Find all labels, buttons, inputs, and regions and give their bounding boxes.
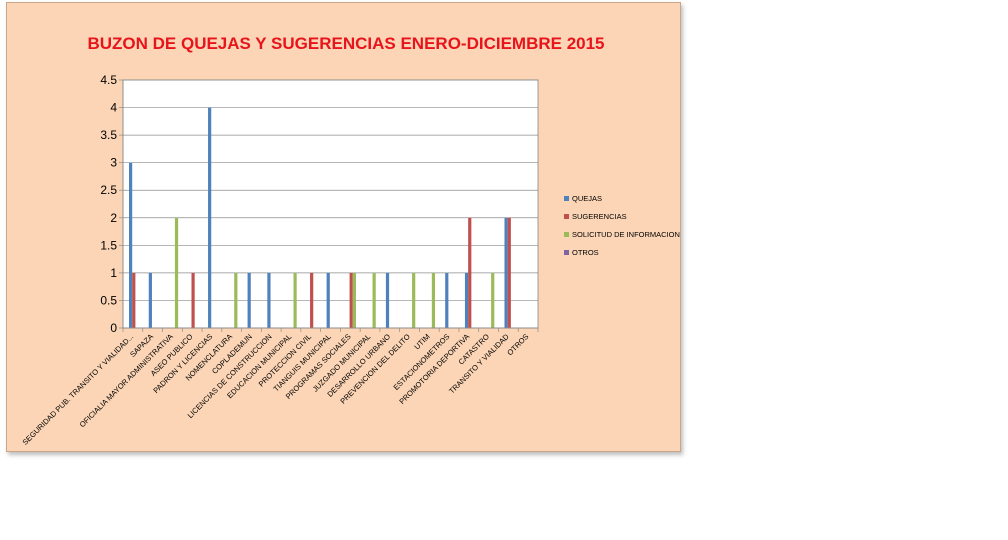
bar-sugerencias: [191, 272, 195, 328]
y-tick-label: 1: [110, 266, 117, 280]
bar-quejas: [385, 272, 390, 328]
y-tick-label: 1.5: [100, 238, 117, 252]
legend: QUEJAS SUGERENCIAS SOLICITUD DE INFORMACIO…: [564, 194, 680, 257]
bar-quejas: [208, 107, 212, 328]
y-tick-label: 3: [110, 156, 117, 170]
chart-svg: BUZON DE QUEJAS Y SUGERENCIAS ENERO-DICI…: [21, 34, 680, 447]
bars-layer: [129, 107, 511, 328]
bar-solicitud-de-informacion: [293, 272, 297, 328]
y-tick-label: 0: [110, 321, 117, 335]
bar-sugerencias: [132, 272, 136, 328]
legend-swatch: [564, 214, 569, 219]
bar-sugerencias: [468, 217, 472, 328]
chart-frame: BUZON DE QUEJAS Y SUGERENCIAS ENERO-DICI…: [6, 2, 681, 452]
legend-label: OTROS: [572, 248, 599, 257]
plot-area: [122, 79, 539, 329]
y-tick-label: 3.5: [100, 128, 117, 142]
bar-sugerencias: [310, 272, 314, 328]
bar-solicitud-de-informacion: [412, 272, 416, 328]
bar-solicitud-de-informacion: [491, 272, 495, 328]
bar-sugerencias: [349, 272, 353, 328]
bar-quejas: [326, 272, 330, 328]
y-tick-labels: 0 0.5 1 1.5 2 2.5 3 3.5 4 4.5: [100, 73, 117, 335]
y-tick-label: 2: [110, 211, 117, 225]
axis-layer: [122, 80, 539, 332]
bar-solicitud-de-informacion: [352, 272, 356, 328]
x-tick-label: OTROS: [505, 332, 530, 357]
bar-quejas: [464, 272, 469, 328]
bar-solicitud-de-informacion: [431, 272, 436, 328]
legend-label: QUEJAS: [572, 194, 602, 203]
bar-quejas: [148, 272, 152, 328]
bar-quejas: [445, 272, 449, 328]
legend-label: SOLICITUD DE INFORMACION: [572, 230, 680, 239]
legend-swatch: [564, 250, 569, 255]
x-tick-labels: SEGURIDAD PUB. TRANSITO Y VIALIDAD...SAP…: [21, 332, 531, 447]
legend-label: SUGERENCIAS: [572, 212, 627, 221]
y-tick-label: 2.5: [100, 183, 117, 197]
bar-sugerencias: [507, 217, 511, 328]
legend-swatch: [564, 196, 569, 201]
bar-solicitud-de-informacion: [174, 217, 179, 328]
y-tick-label: 0.5: [100, 293, 117, 307]
bar-quejas: [267, 272, 271, 328]
bar-quejas: [504, 217, 508, 328]
bar-solicitud-de-informacion: [372, 272, 376, 328]
y-tick-label: 4: [110, 101, 117, 115]
bar-quejas: [247, 272, 251, 328]
bar-quejas: [129, 162, 133, 328]
legend-swatch: [564, 232, 569, 237]
chart-title: BUZON DE QUEJAS Y SUGERENCIAS ENERO-DICI…: [87, 34, 604, 53]
bar-solicitud-de-informacion: [234, 272, 238, 328]
y-tick-label: 4.5: [100, 73, 117, 87]
